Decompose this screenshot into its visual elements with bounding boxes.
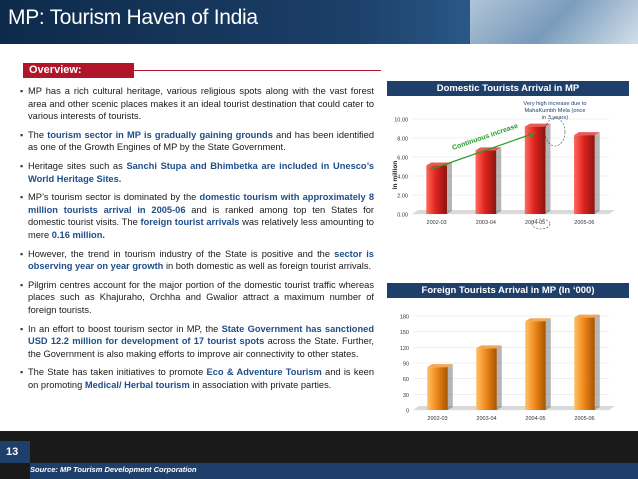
bar xyxy=(524,126,546,214)
bullet-item: Heritage sites such as Sanchi Stupa and … xyxy=(20,160,374,185)
bar-top xyxy=(476,345,502,349)
bullet-text: in both domestic as well as foreign tour… xyxy=(163,261,372,272)
bar xyxy=(475,150,497,214)
x-tick-label: 2003-04 xyxy=(476,220,496,226)
y-tick-label: 150 xyxy=(400,330,409,336)
bar xyxy=(525,321,546,410)
x-tick-label: 2002-03 xyxy=(427,220,447,226)
bar xyxy=(574,317,595,410)
bar-side xyxy=(545,318,551,410)
source-note: Source: MP Tourism Development Corporati… xyxy=(30,465,197,474)
bullet-item: In an effort to boost tourism sector in … xyxy=(20,323,374,361)
overview-label: Overview: xyxy=(23,63,134,78)
bullet-text: MP has a rich cultural heritage, various… xyxy=(28,86,374,122)
y-tick-label: 90 xyxy=(403,362,409,368)
highlight-text: State Government has sanctioned USD 12.2… xyxy=(28,323,374,347)
domestic-tourists-chart: 0.00 2.00 4.00 6.00 8.00 10.00 2002-03 2003-04 2… xyxy=(392,101,615,230)
bar xyxy=(476,348,497,410)
header-banner: MP: Tourism Haven of India xyxy=(0,0,638,44)
y-axis-label: In million xyxy=(392,161,399,190)
bullet-item: The State has taken initiatives to promo… xyxy=(20,366,374,391)
bar-side xyxy=(545,123,551,214)
x-tick-label: 2003-04 xyxy=(476,416,496,422)
bullet-text: and is ranked among top ten States for d… xyxy=(28,204,374,228)
trend-arrowhead xyxy=(528,133,535,138)
x-tick-label: 2004-05 xyxy=(525,416,545,422)
highlight-text: tourism sector in MP is gradually gainin… xyxy=(47,129,273,140)
highlight-text: 0.16 million. xyxy=(51,229,105,240)
bullet-text: in association with private parties. xyxy=(189,379,332,390)
bar-top xyxy=(574,314,600,318)
chart-floor xyxy=(413,406,615,410)
y-tick-label: 10.00 xyxy=(394,118,408,124)
bullet-text: and has been identified as one of the Gr… xyxy=(28,129,375,153)
x-tick-label: 2005-06 xyxy=(574,220,594,226)
y-tick-label: 8.00 xyxy=(397,137,408,143)
x-tick-label: 2005-06 xyxy=(574,416,594,422)
y-tick-label: 120 xyxy=(400,346,409,352)
bullet-text: Pilgrim centres account for the major po… xyxy=(28,279,374,315)
bar-top xyxy=(524,123,551,127)
foreign-tourists-chart: 0 30 60 90 120 150 180 2002-03 2003-04 2004-05 200… xyxy=(400,314,615,422)
highlight-text: Sanchi Stupa and Bhimbetka are included … xyxy=(28,160,374,184)
highlight-text: domestic tourism with approximately 8 mi… xyxy=(28,192,374,215)
y-tick-label: 6.00 xyxy=(397,156,408,162)
bar-side xyxy=(447,364,453,410)
y-tick-label: 0.00 xyxy=(397,213,408,219)
bullet-item: However, the trend in tourism industry o… xyxy=(20,248,374,273)
bullet-text: was relatively less amounting to mere xyxy=(28,217,374,240)
bullet-text: across the State. Further, the Governmen… xyxy=(28,336,374,359)
bullet-text: In an effort to boost tourism sector in … xyxy=(28,323,222,334)
bullet-text: MP’s tourism sector is dominated by the xyxy=(28,192,200,203)
y-tick-label: 2.00 xyxy=(397,194,408,200)
footer-bar xyxy=(30,463,638,479)
callout-ellipse xyxy=(531,218,551,230)
bullet-text: However, the trend in tourism industry o… xyxy=(28,248,335,259)
bar-top xyxy=(427,364,453,368)
x-tick-label: 2002-03 xyxy=(427,416,447,422)
bullet-item: Pilgrim centres account for the major po… xyxy=(20,279,374,317)
bar-side xyxy=(496,147,502,214)
bullet-text: The xyxy=(28,129,48,140)
y-tick-label: 180 xyxy=(400,315,409,321)
bar xyxy=(574,135,595,214)
callout-ellipse xyxy=(544,117,566,147)
highlight-text: sector is observing year on year growth xyxy=(28,248,374,272)
chart-floor xyxy=(412,210,615,214)
highlight-text: Medical/ Herbal tourism xyxy=(84,379,190,390)
y-tick-label: 60 xyxy=(403,377,409,383)
bar-side xyxy=(594,314,600,410)
bar xyxy=(427,367,448,410)
bar xyxy=(426,165,447,214)
bullet-item: MP has a rich cultural heritage, various… xyxy=(20,85,374,123)
bar-top xyxy=(574,132,600,136)
header-photo xyxy=(470,0,638,44)
bullet-list: MP has a rich cultural heritage, various… xyxy=(20,85,374,397)
y-tick-label: 0 xyxy=(406,409,409,415)
bullet-text: and is keen on promoting xyxy=(28,367,374,390)
bullet-item: The tourism sector in MP is gradually ga… xyxy=(20,129,374,154)
page-number: 13 xyxy=(0,441,30,463)
bar-side xyxy=(446,162,452,214)
overview-divider xyxy=(134,70,381,71)
trend-arrow xyxy=(428,132,536,171)
bullet-text: Heritage sites such as xyxy=(28,160,127,171)
highlight-text: Eco & Adventure Tourism xyxy=(206,367,322,378)
domestic-chart-title: Domestic Tourists Arrival in MP xyxy=(387,81,629,96)
highlight-text: foreign tourist arrivals xyxy=(140,217,240,228)
y-tick-label: 30 xyxy=(403,393,409,399)
bullet-text: The State has taken initiatives to promo… xyxy=(28,367,207,378)
x-tick-label: 2004-05 xyxy=(525,220,545,226)
bullet-item: MP’s tourism sector is dominated by the … xyxy=(20,191,374,241)
page-title: MP: Tourism Haven of India xyxy=(8,6,258,29)
y-tick-label: 4.00 xyxy=(397,175,408,181)
bar-top xyxy=(525,318,551,322)
bar-side xyxy=(496,345,502,410)
bar-side xyxy=(594,132,600,214)
foreign-chart-title: Foreign Tourists Arrival in MP (In ‘000) xyxy=(387,283,629,298)
